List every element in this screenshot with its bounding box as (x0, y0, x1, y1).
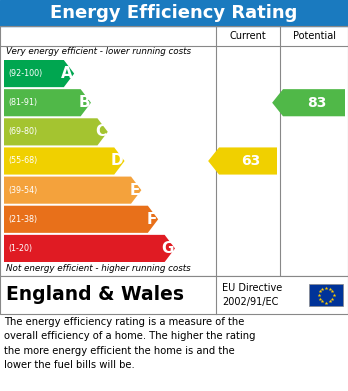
Text: EU Directive
2002/91/EC: EU Directive 2002/91/EC (222, 283, 282, 307)
Text: E: E (130, 183, 140, 197)
Text: Very energy efficient - lower running costs: Very energy efficient - lower running co… (6, 47, 191, 56)
Text: (1-20): (1-20) (8, 244, 32, 253)
Text: F: F (147, 212, 157, 227)
Polygon shape (4, 147, 125, 174)
Text: Current: Current (230, 31, 266, 41)
Bar (0, 276, 348, 314)
Text: D: D (111, 154, 124, 169)
Text: 63: 63 (242, 154, 261, 168)
Text: (69-80): (69-80) (8, 127, 37, 136)
Text: England & Wales: England & Wales (6, 285, 184, 305)
Text: The energy efficiency rating is a measure of the
overall efficiency of a home. T: The energy efficiency rating is a measur… (4, 317, 255, 370)
Text: 83: 83 (307, 96, 327, 110)
Text: (81-91): (81-91) (8, 98, 37, 107)
Polygon shape (4, 118, 108, 145)
Text: B: B (78, 95, 90, 110)
Polygon shape (4, 89, 91, 116)
Text: A: A (61, 66, 73, 81)
Text: (39-54): (39-54) (8, 186, 37, 195)
Text: G: G (161, 241, 174, 256)
Bar (0, 26, 348, 276)
Bar (0, 0, 348, 26)
Text: Potential: Potential (293, 31, 335, 41)
Polygon shape (4, 60, 74, 87)
Text: (55-68): (55-68) (8, 156, 37, 165)
Text: Not energy efficient - higher running costs: Not energy efficient - higher running co… (6, 264, 191, 273)
Polygon shape (4, 206, 158, 233)
Text: (21-38): (21-38) (8, 215, 37, 224)
Polygon shape (208, 147, 277, 174)
Polygon shape (272, 89, 345, 116)
Text: C: C (96, 124, 107, 139)
Bar (309, 284, 343, 306)
Polygon shape (4, 235, 175, 262)
Text: Energy Efficiency Rating: Energy Efficiency Rating (50, 4, 298, 22)
Text: (92-100): (92-100) (8, 69, 42, 78)
Polygon shape (4, 177, 141, 204)
